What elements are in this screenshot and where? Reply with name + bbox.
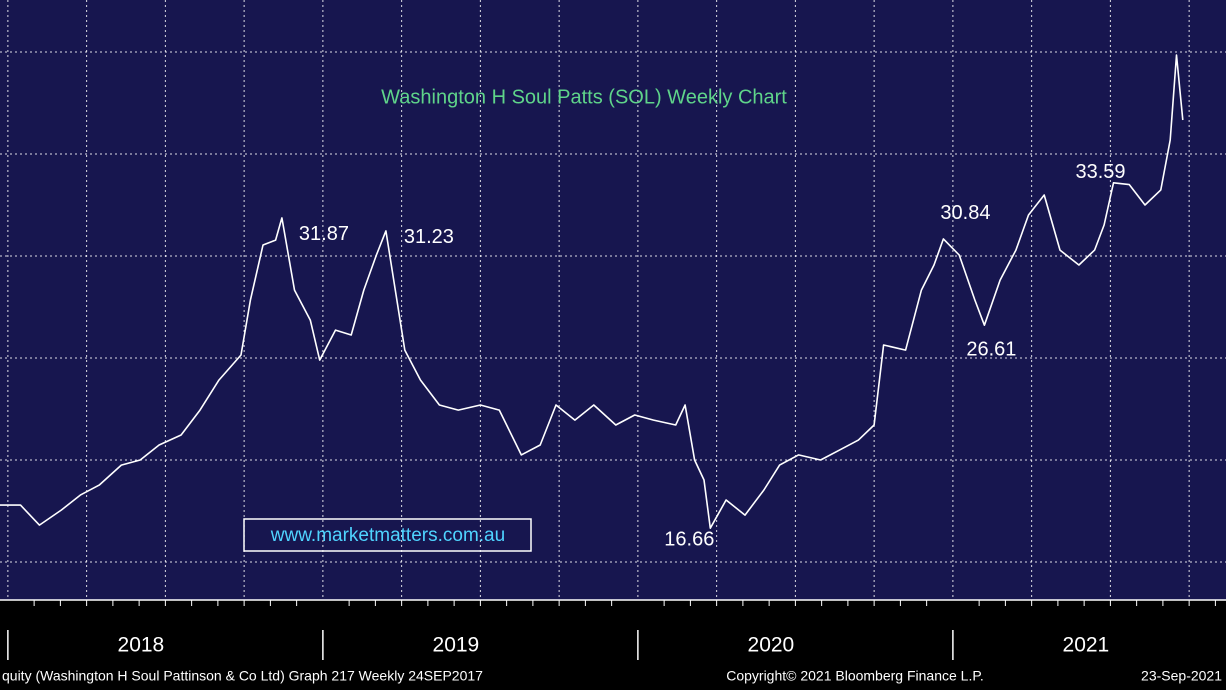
x-tick-label: 2021 xyxy=(1063,634,1110,657)
annotation: 31.87 xyxy=(299,223,349,245)
annotation: 31.23 xyxy=(404,226,454,248)
price-line xyxy=(0,54,1184,529)
footer-right: 23-Sep-2021 xyxy=(1141,668,1222,684)
annotation: 30.84 xyxy=(940,202,990,224)
plot-background xyxy=(0,0,1226,600)
footer-center: Copyright© 2021 Bloomberg Finance L.P. xyxy=(726,668,984,684)
annotation: 26.61 xyxy=(966,338,1016,360)
footer-left: quity (Washington H Soul Pattinson & Co … xyxy=(2,668,483,684)
annotation: 16.66 xyxy=(664,528,714,550)
annotation: 33.59 xyxy=(1076,161,1126,183)
chart-title: Washington H Soul Patts (SOL) Weekly Cha… xyxy=(381,86,787,108)
watermark: www.marketmatters.com.au xyxy=(270,525,505,546)
x-tick-label: 2019 xyxy=(433,634,480,657)
watermark-box xyxy=(243,518,532,552)
grid xyxy=(0,0,1226,600)
x-tick-label: 2020 xyxy=(748,634,795,657)
x-tick-label: 2018 xyxy=(118,634,165,657)
